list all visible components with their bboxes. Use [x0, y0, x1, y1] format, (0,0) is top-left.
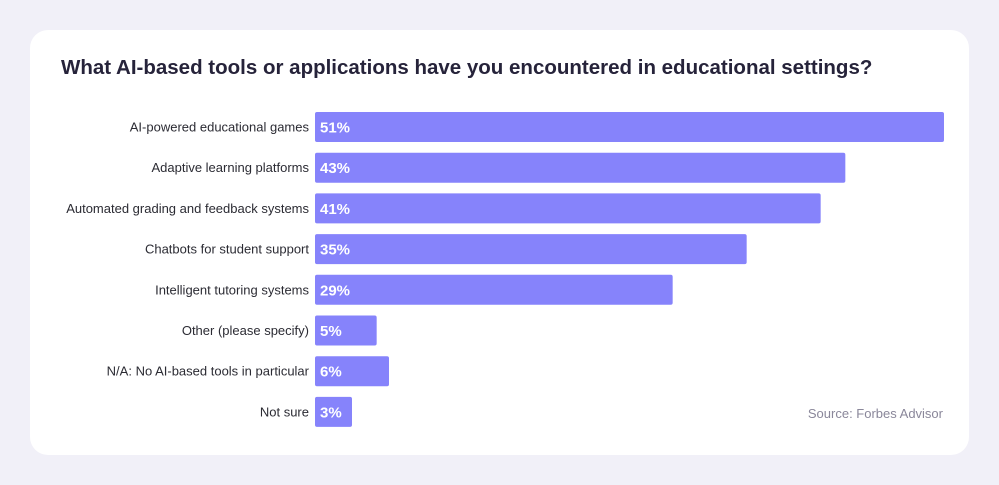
category-label-4: Chatbots for student support: [145, 242, 309, 257]
value-label-4: 35%: [320, 242, 350, 259]
bar-4: [315, 234, 747, 265]
bar-3: [315, 193, 821, 224]
category-label-1: AI-powered educational games: [130, 120, 310, 135]
bar-1: [315, 112, 944, 142]
value-label-3: 41%: [320, 201, 350, 218]
chart-card: What AI-based tools or applications have…: [30, 30, 969, 455]
value-label-1: 51%: [320, 120, 350, 137]
bar-5: [315, 274, 673, 305]
bar-6: [315, 315, 377, 346]
bar-7: [315, 356, 389, 387]
bar-8: [315, 396, 352, 427]
bar-chart: AI-powered educational games 51% Adaptive …: [66, 112, 944, 427]
value-label-6: 5%: [320, 323, 342, 340]
chart-title: What AI-based tools or applications have…: [61, 56, 873, 79]
category-label-2: Adaptive learning platforms: [151, 160, 309, 175]
bar-2: [315, 152, 846, 183]
category-label-7: N/A: No AI-based tools in particular: [107, 364, 310, 379]
category-label-3: Automated grading and feedback systems: [66, 201, 309, 216]
value-label-8: 3%: [320, 404, 342, 421]
value-label-5: 29%: [320, 282, 350, 299]
value-label-2: 43%: [320, 160, 350, 177]
source-note: Source: Forbes Advisor: [807, 406, 943, 421]
category-label-6: Other (please specify): [182, 323, 309, 338]
value-label-7: 6%: [320, 364, 342, 381]
category-label-5: Intelligent tutoring systems: [155, 282, 309, 297]
category-label-8: Not sure: [260, 404, 309, 419]
